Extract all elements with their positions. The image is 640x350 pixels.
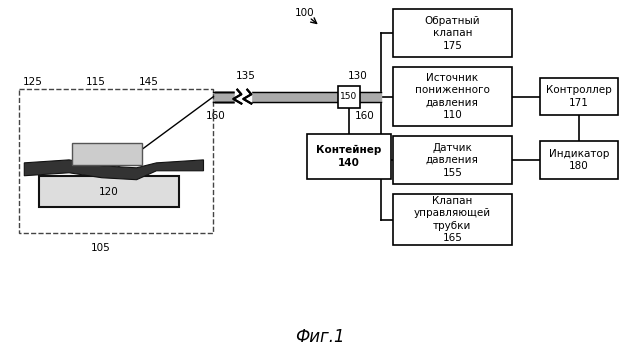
Text: Датчик
давления
155: Датчик давления 155: [426, 143, 479, 177]
Bar: [19, 89, 214, 232]
Polygon shape: [24, 160, 204, 180]
Text: 105: 105: [91, 244, 111, 253]
Bar: [393, 136, 512, 184]
Text: 115: 115: [86, 77, 106, 87]
Text: 100: 100: [295, 8, 315, 18]
Text: Контроллер
171: Контроллер 171: [546, 85, 612, 108]
Text: 120: 120: [99, 187, 119, 197]
Bar: [540, 78, 618, 116]
Bar: [393, 194, 512, 245]
Bar: [540, 141, 618, 179]
Text: 145: 145: [139, 77, 159, 87]
Text: Контейнер
140: Контейнер 140: [316, 145, 381, 168]
Bar: [307, 134, 391, 179]
Bar: [393, 67, 512, 126]
Text: 135: 135: [236, 71, 255, 81]
Text: Обратный
клапан
175: Обратный клапан 175: [424, 16, 480, 50]
Bar: [393, 9, 512, 57]
Text: 125: 125: [23, 77, 43, 87]
Text: Источник
пониженного
давления
110: Источник пониженного давления 110: [415, 73, 490, 120]
Text: Индикатор
180: Индикатор 180: [548, 149, 609, 171]
Bar: [338, 86, 360, 107]
Bar: [39, 176, 179, 208]
Text: 160: 160: [205, 111, 225, 120]
Text: 130: 130: [348, 71, 368, 81]
Bar: [72, 143, 141, 165]
Text: Клапан
управляющей
трубки
165: Клапан управляющей трубки 165: [414, 196, 491, 243]
Text: 150: 150: [340, 92, 358, 101]
Text: Фиг.1: Фиг.1: [295, 328, 345, 346]
Text: 160: 160: [355, 111, 374, 120]
